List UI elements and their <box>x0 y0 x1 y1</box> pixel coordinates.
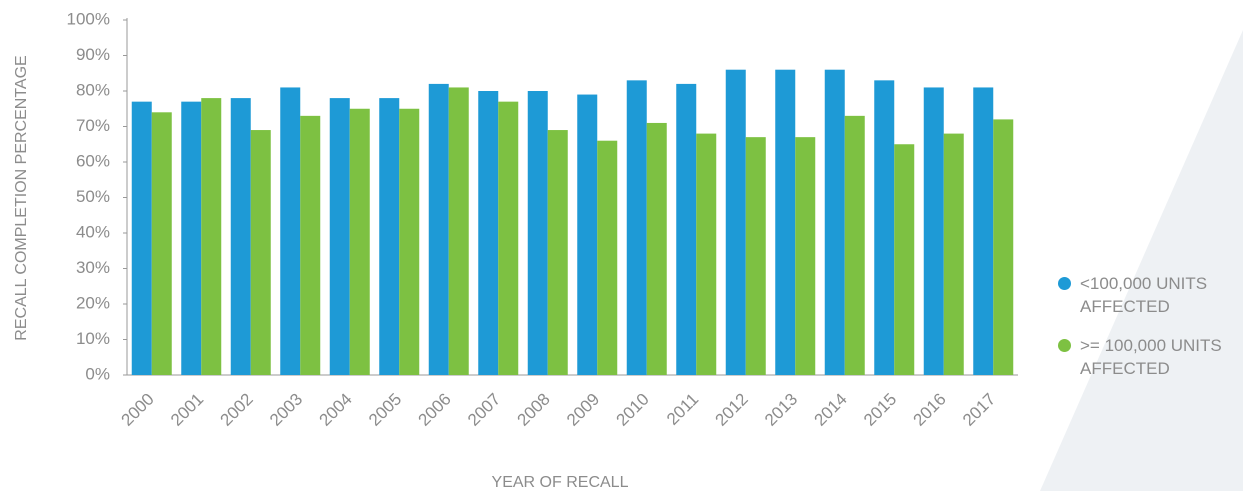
x-tick-label: 2013 <box>761 390 801 430</box>
y-tick-label: 60% <box>76 151 110 170</box>
bar <box>795 137 816 375</box>
y-axis-title: RECALL COMPLETION PERCENTAGE <box>13 55 30 340</box>
bar <box>993 119 1014 376</box>
y-tick-label: 90% <box>76 45 110 64</box>
bar <box>894 144 915 375</box>
bar <box>329 98 350 375</box>
bar <box>399 108 420 375</box>
y-tick-label: 20% <box>76 293 110 312</box>
x-tick-label: 2014 <box>811 390 851 430</box>
bar <box>300 115 321 375</box>
bar <box>943 133 964 375</box>
x-tick-label: 2000 <box>118 390 158 430</box>
x-tick-label: 2009 <box>563 390 603 430</box>
bar <box>349 108 370 375</box>
bar <box>201 98 222 375</box>
x-tick-label: 2002 <box>217 390 257 430</box>
x-tick-label: 2016 <box>910 390 950 430</box>
legend-item: <100,000 UNITS AFFECTED <box>1058 272 1238 318</box>
bar <box>775 69 796 375</box>
bar <box>280 87 301 375</box>
x-tick-label: 2011 <box>663 390 702 429</box>
x-tick-label: 2005 <box>365 390 405 430</box>
x-axis-title: YEAR OF RECALL <box>492 474 629 491</box>
bar <box>181 101 202 376</box>
legend-item: >= 100,000 UNITS AFFECTED <box>1058 334 1238 380</box>
x-tick-label: 2015 <box>860 390 900 430</box>
bar <box>745 137 766 375</box>
x-tick-label: 2017 <box>959 390 999 430</box>
y-tick-label: 10% <box>76 329 110 348</box>
y-tick-label: 40% <box>76 222 110 241</box>
legend-marker <box>1058 277 1071 290</box>
bar <box>547 130 568 375</box>
bar <box>428 83 449 376</box>
bar <box>250 130 271 375</box>
bar <box>577 94 598 376</box>
x-tick-label: 2001 <box>167 390 207 430</box>
bar <box>973 87 994 375</box>
bar <box>923 87 944 375</box>
bar <box>527 91 548 375</box>
bar <box>676 83 697 376</box>
bar <box>646 122 667 375</box>
bar <box>230 98 251 375</box>
x-tick-label: 2010 <box>613 390 653 430</box>
legend-label: <100,000 UNITS AFFECTED <box>1080 274 1208 316</box>
bar <box>626 80 647 375</box>
x-tick-label: 2012 <box>712 390 752 430</box>
x-tick-label: 2007 <box>464 390 504 430</box>
bar <box>597 140 618 375</box>
bar <box>844 115 865 375</box>
x-tick-label: 2006 <box>415 390 455 430</box>
x-tick-label: 2008 <box>514 390 554 430</box>
bar <box>151 112 172 376</box>
bar <box>498 101 519 376</box>
bar <box>131 101 152 376</box>
legend-label: >= 100,000 UNITS AFFECTED <box>1080 336 1222 378</box>
bar <box>874 80 895 375</box>
y-tick-label: 70% <box>76 116 110 135</box>
x-tick-label: 2004 <box>316 390 356 430</box>
bar <box>478 91 499 375</box>
bar <box>379 98 400 375</box>
bar <box>448 87 469 375</box>
decoration <box>1040 30 1243 491</box>
y-tick-label: 100% <box>67 9 110 28</box>
y-tick-label: 50% <box>76 187 110 206</box>
x-tick-label: 2003 <box>266 390 306 430</box>
y-tick-label: 30% <box>76 258 110 277</box>
bar <box>725 69 746 375</box>
y-tick-label: 80% <box>76 80 110 99</box>
y-tick-label: 0% <box>85 364 110 383</box>
bar <box>824 69 845 375</box>
legend-marker <box>1058 339 1071 352</box>
bar <box>696 133 717 375</box>
